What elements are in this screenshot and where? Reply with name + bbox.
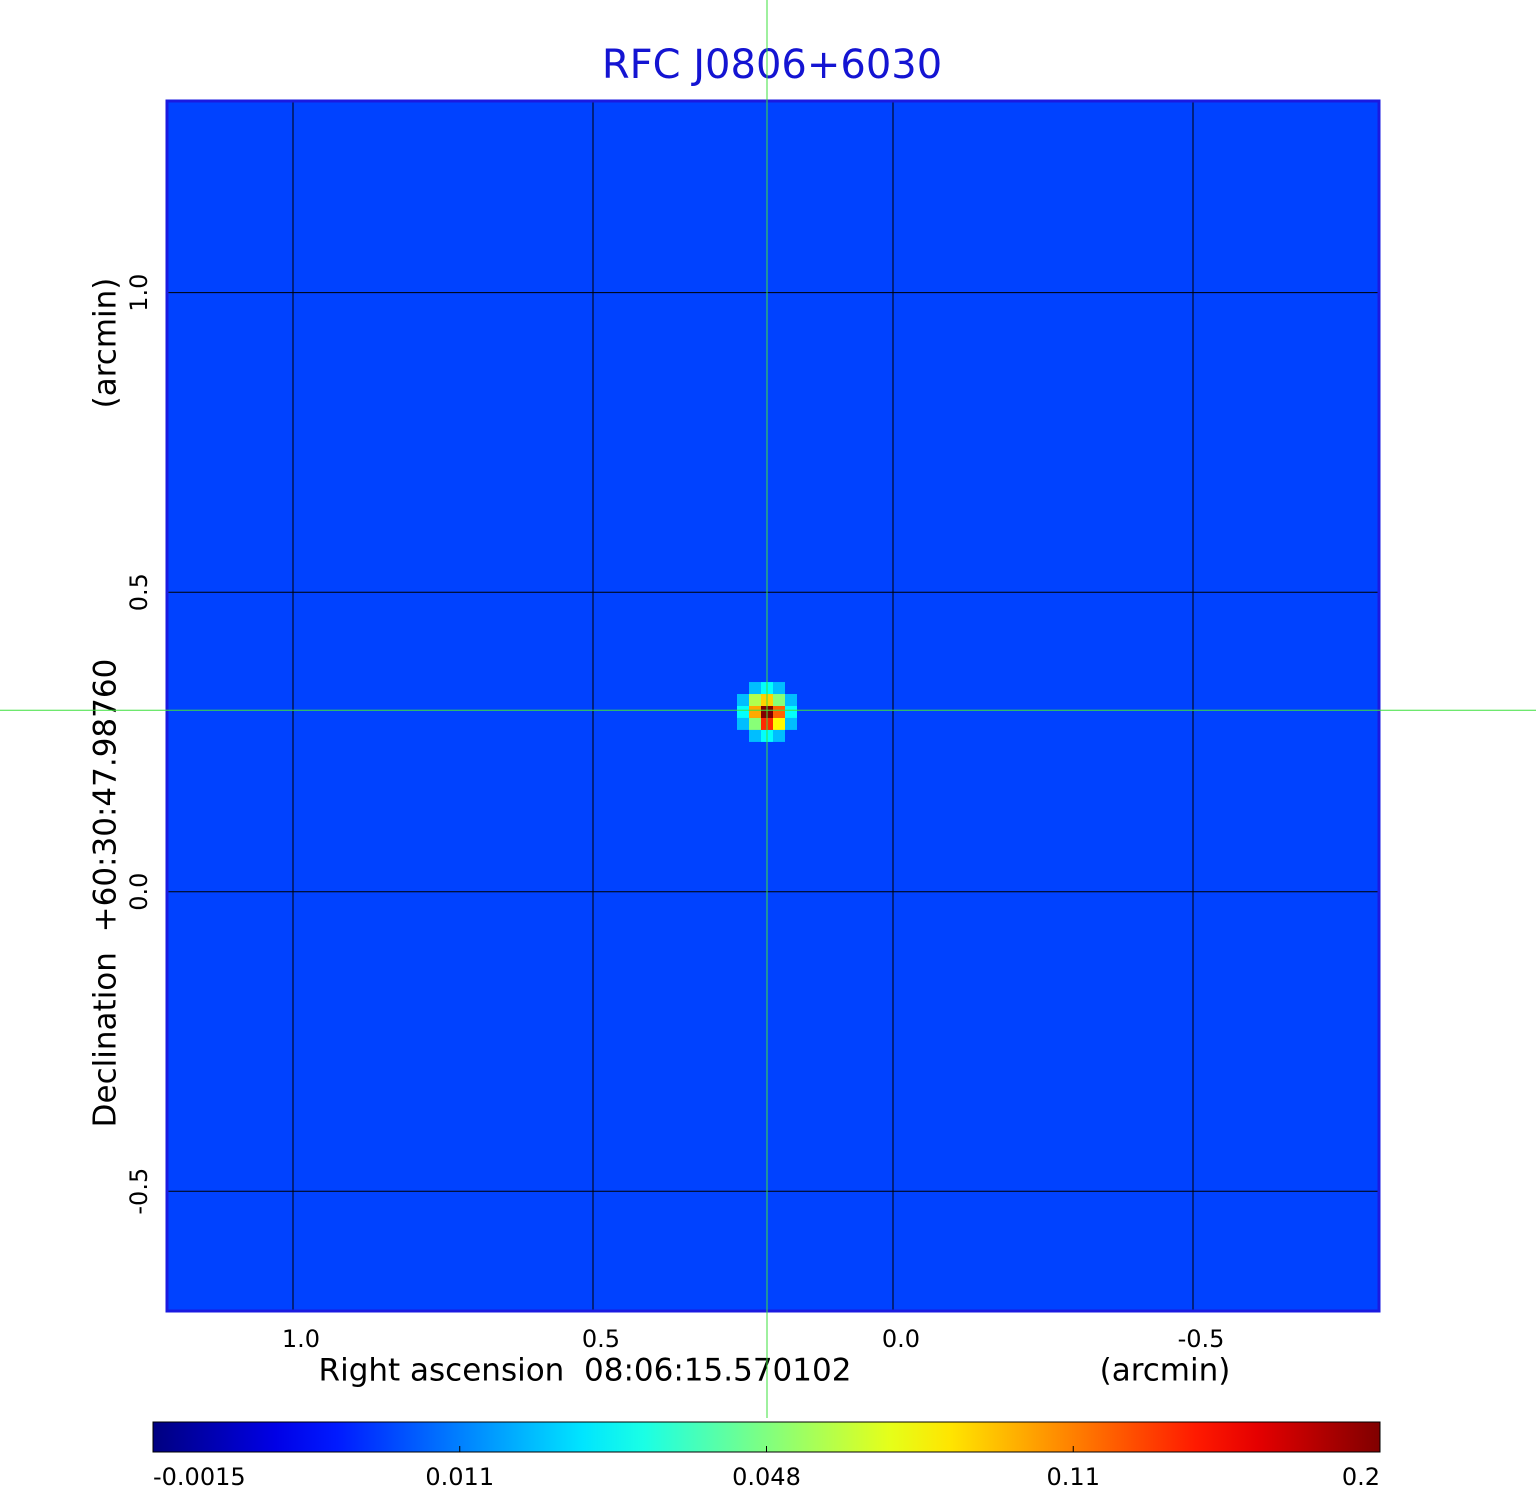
y-tick-label: 0.5: [125, 573, 153, 611]
source-pixel: [737, 729, 749, 742]
y-tick-label: -0.5: [125, 1168, 153, 1215]
source-pixel: [773, 717, 785, 730]
x-axis-unit: (arcmin): [1100, 1353, 1231, 1389]
source-pixel: [785, 706, 797, 718]
source-pixel: [737, 717, 749, 730]
source-pixel: [749, 694, 761, 706]
y-tick-label: 0.0: [125, 873, 153, 911]
source-pixel: [749, 706, 761, 718]
source-pixel: [785, 682, 797, 695]
x-tick-label: 0.5: [582, 1325, 620, 1353]
source-pixel: [785, 717, 797, 730]
source-pixel: [737, 694, 749, 706]
x-tick-label: 1.0: [282, 1325, 320, 1353]
colorbar-tick-label: 0.011: [425, 1463, 494, 1491]
x-axis-label: Right ascension 08:06:15.570102: [319, 1353, 852, 1389]
x-tick-label: 0.0: [882, 1325, 920, 1353]
colorbar-tick-label: -0.0015: [153, 1463, 246, 1491]
source-pixel: [773, 729, 785, 742]
colorbar-tick-label: 0.11: [1047, 1463, 1100, 1491]
colorbar-tick-label: 0.048: [732, 1463, 801, 1491]
source-pixel: [749, 717, 761, 730]
source-pixel: [737, 682, 749, 695]
plot-frame: [165, 99, 1381, 1313]
y-axis-label: Declination +60:30:47.98760: [88, 659, 124, 1128]
source-pixel: [749, 729, 761, 742]
x-tick-label: -0.5: [1178, 1325, 1225, 1353]
colorbar-tick-label: 0.2: [1342, 1463, 1380, 1491]
source-pixel: [785, 729, 797, 742]
chart-title: RFC J0806+6030: [602, 42, 942, 88]
y-tick-label: 1.0: [125, 274, 153, 312]
source-pixel: [773, 706, 785, 718]
source-pixel: [749, 682, 761, 695]
source-pixel: [785, 694, 797, 706]
y-axis-unit: (arcmin): [88, 278, 124, 409]
source-pixel: [773, 682, 785, 695]
source-pixel: [737, 706, 749, 718]
source-pixel: [773, 694, 785, 706]
